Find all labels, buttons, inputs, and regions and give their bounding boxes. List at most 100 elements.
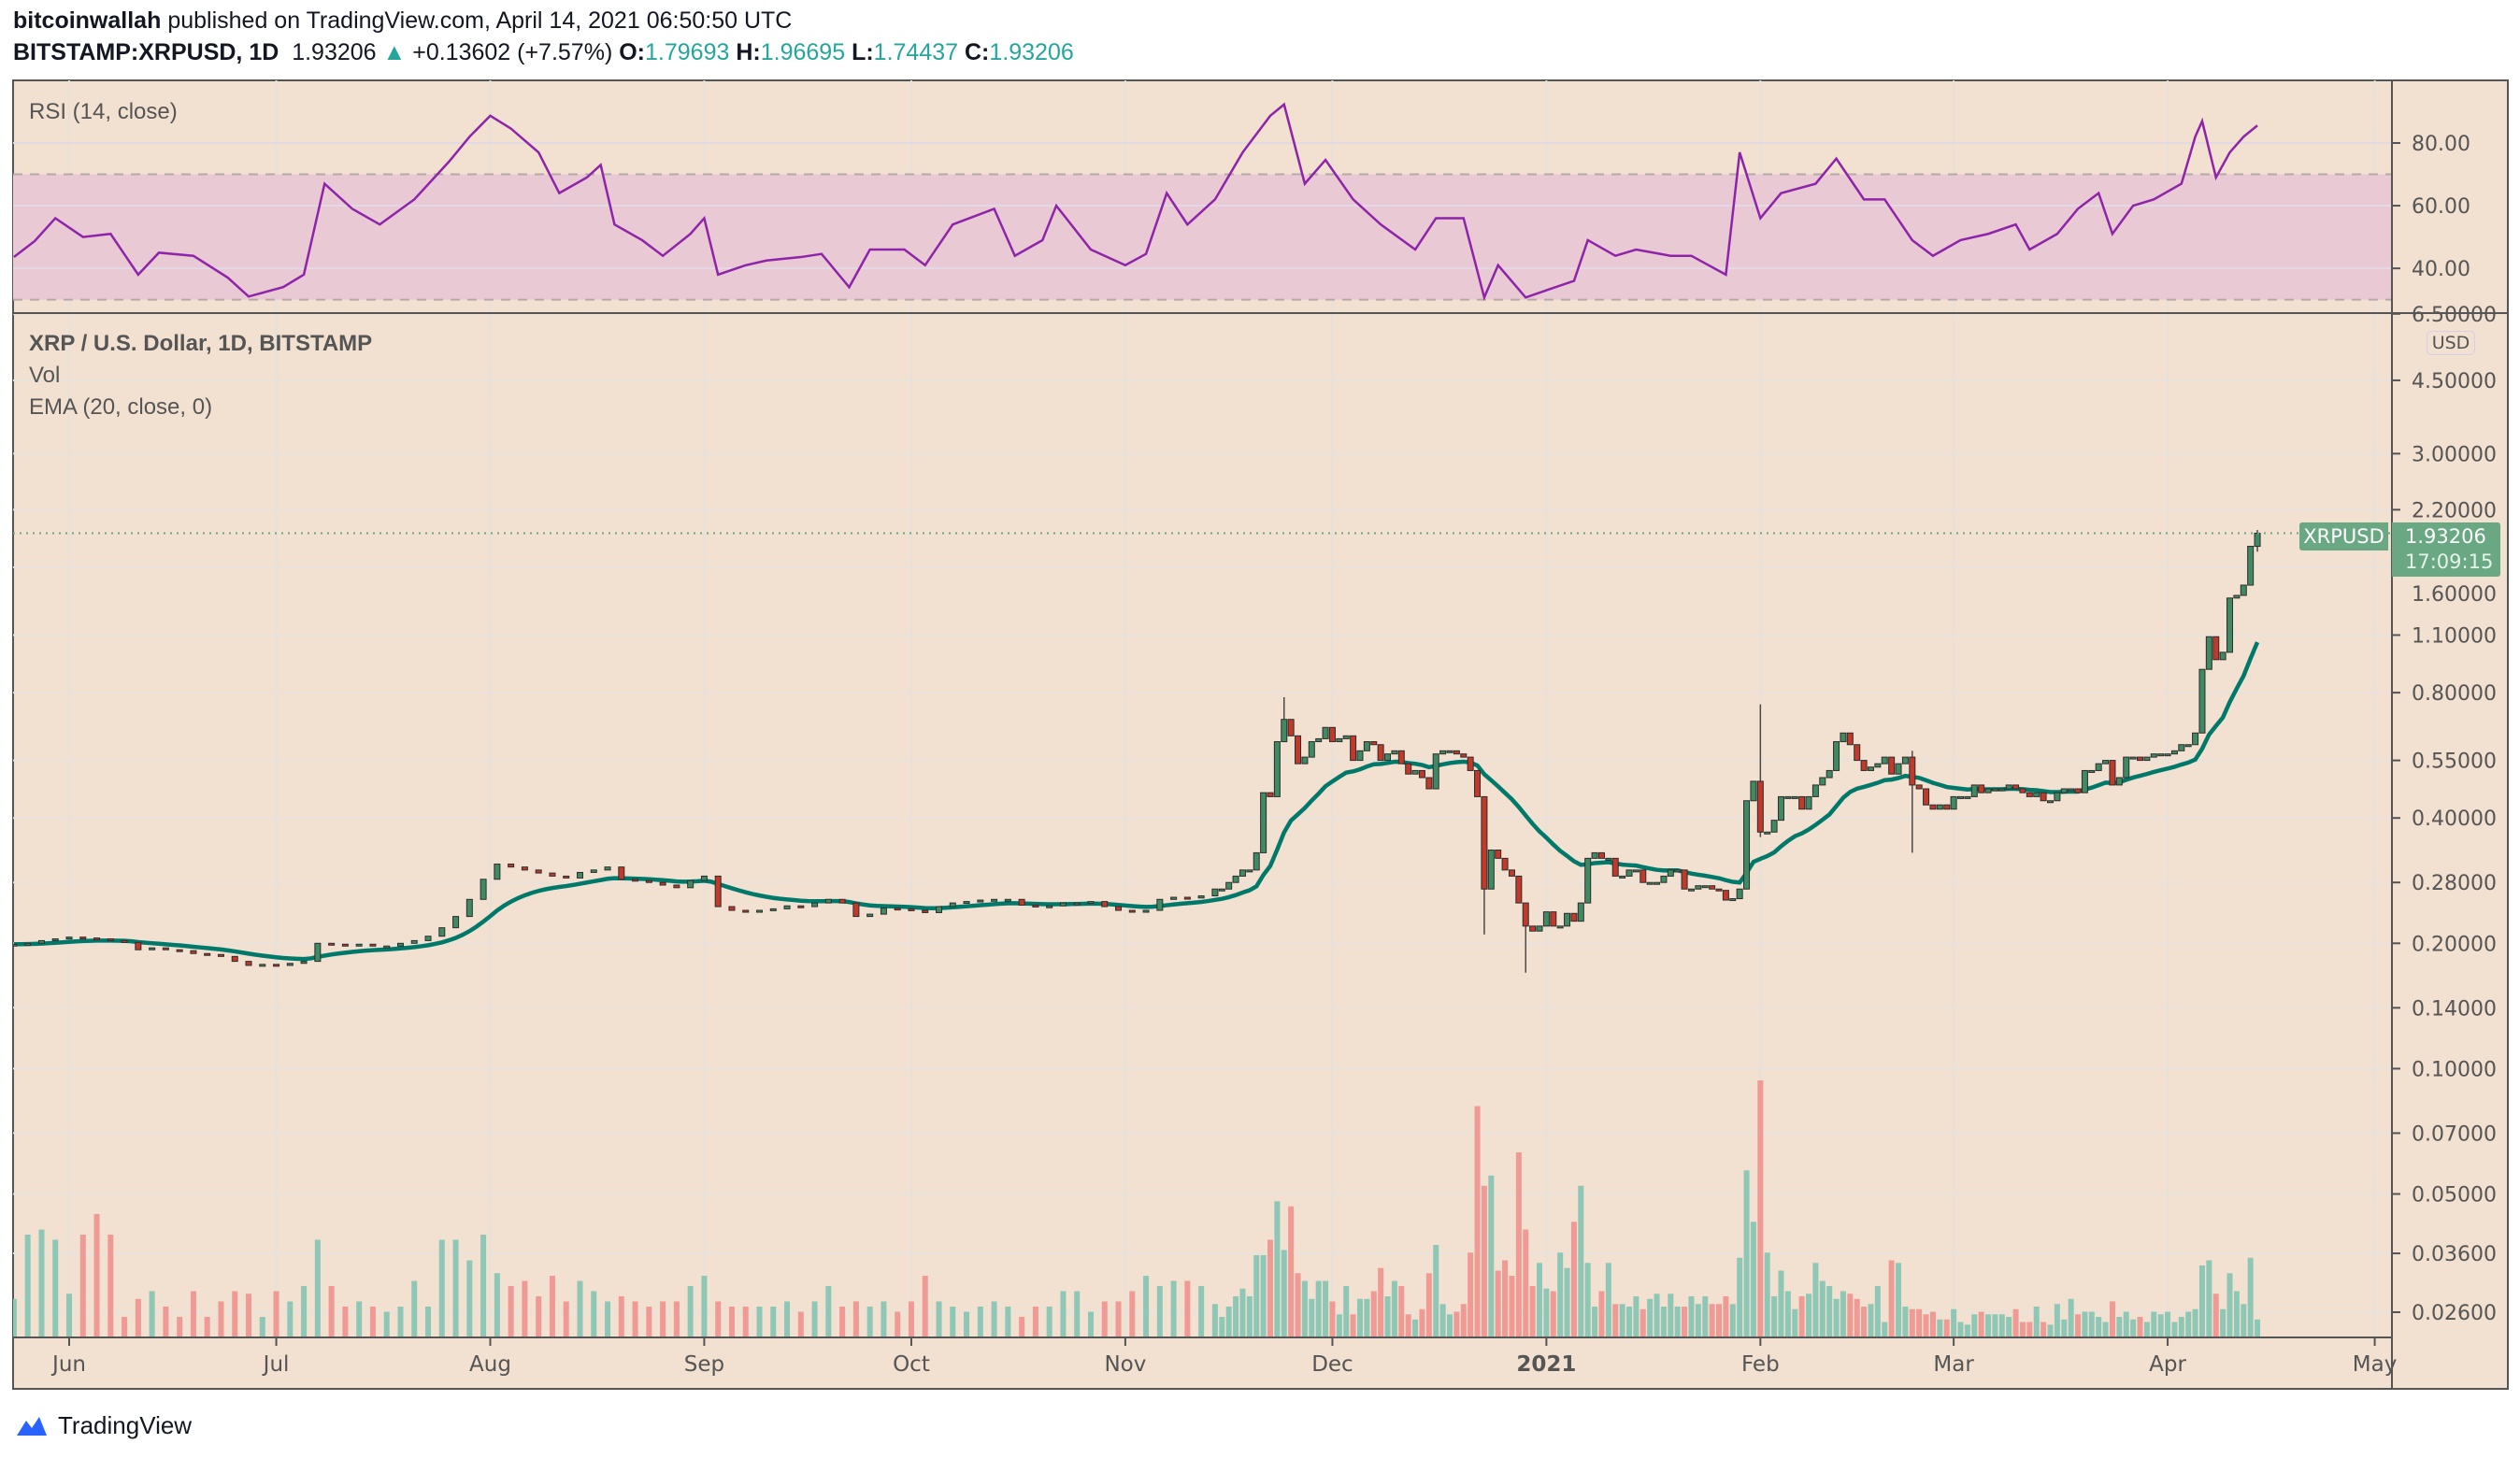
volume-bar — [852, 1301, 859, 1337]
candle-body — [2157, 753, 2165, 757]
volume-bar — [1612, 1304, 1619, 1337]
volume-bar — [1439, 1304, 1446, 1337]
volume-bar — [991, 1301, 997, 1337]
up-triangle-icon: ▲ — [382, 39, 407, 65]
volume-bar — [24, 1235, 31, 1337]
candle-body — [1556, 925, 1564, 929]
volume-bar — [646, 1307, 652, 1337]
volume-bar — [1992, 1314, 1998, 1337]
volume-bar — [273, 1291, 279, 1337]
candle-body — [465, 898, 473, 918]
candle-body — [1639, 869, 1647, 883]
volume-bar — [742, 1307, 749, 1337]
volume-bar — [1523, 1229, 1529, 1337]
volume-bar — [1260, 1255, 1267, 1337]
volume-bar — [1087, 1311, 1094, 1337]
candle-body — [1625, 869, 1633, 877]
volume-bar — [1074, 1291, 1081, 1337]
candle-body — [273, 964, 280, 967]
symbol-info: BITSTAMP:XRPUSD, 1D 1.93206 ▲ +0.13602 (… — [13, 39, 1074, 66]
volume-bar — [1370, 1291, 1377, 1337]
volume-bar — [1868, 1304, 1874, 1337]
candle-body — [1087, 901, 1095, 905]
candle-body — [79, 936, 87, 940]
volume-bar — [1578, 1185, 1584, 1337]
candle-body — [1529, 925, 1537, 932]
volume-bar — [1688, 1296, 1695, 1337]
cloud-logo-icon — [17, 1417, 47, 1436]
candle-body — [1570, 912, 1578, 922]
candle-body — [1495, 850, 1502, 859]
volume-bar — [2157, 1314, 2164, 1337]
volume-bar — [2075, 1314, 2082, 1337]
candle-body — [1370, 741, 1378, 746]
low-value: 1.74437 — [873, 39, 959, 65]
price-tick-label: 1.60000 — [2412, 583, 2497, 607]
candle-body — [1397, 750, 1405, 765]
candle-body — [1046, 905, 1053, 908]
volume-bar — [2247, 1257, 2254, 1337]
volume-bar — [508, 1286, 514, 1337]
candle-body — [2143, 756, 2151, 762]
volume-bar — [1288, 1206, 1295, 1337]
volume-bar — [411, 1280, 418, 1337]
candle-body — [2164, 753, 2171, 757]
candle-body — [1901, 756, 1909, 765]
candle-body — [728, 906, 736, 911]
price-tick-label: 0.10000 — [2412, 1058, 2497, 1081]
volume-bar — [1481, 1185, 1487, 1337]
volume-legend[interactable]: Vol — [29, 363, 61, 388]
symbol-title: BITSTAMP:XRPUSD, 1D — [13, 39, 279, 65]
candle-body — [576, 871, 583, 879]
currency-badge[interactable]: USD — [2427, 331, 2475, 355]
volume-bar — [1295, 1273, 1301, 1337]
tradingview-logo[interactable]: TradingView — [13, 1409, 192, 1441]
volume-bar — [784, 1301, 791, 1337]
symbol-price-tag: XRPUSD — [2299, 522, 2388, 550]
volume-bar — [1046, 1307, 1052, 1337]
candle-body — [1826, 769, 1833, 779]
candle-body — [2095, 763, 2102, 771]
candle-body — [1418, 769, 1425, 779]
candle-body — [2005, 784, 2012, 790]
volume-bar — [1682, 1307, 1688, 1337]
time-tick-label: Aug — [469, 1352, 511, 1377]
volume-bar — [301, 1286, 308, 1337]
volume-bar — [1806, 1294, 1812, 1337]
candle-body — [2040, 792, 2047, 802]
candle-body — [1197, 895, 1205, 899]
volume-bar — [1246, 1296, 1253, 1337]
volume-bar — [1709, 1304, 1715, 1337]
candle-body — [1805, 795, 1812, 810]
candle-body — [1453, 750, 1460, 755]
volume-bar — [79, 1235, 86, 1337]
volume-bar — [2088, 1311, 2095, 1337]
volume-bar — [2019, 1322, 2026, 1337]
volume-bar — [536, 1296, 542, 1337]
author-name[interactable]: bitcoinwallah — [13, 7, 162, 34]
candle-body — [2060, 788, 2068, 793]
candle-body — [1225, 881, 1233, 890]
price-tick-label: 0.55000 — [2412, 750, 2497, 774]
candle-body — [13, 943, 18, 947]
ema-legend[interactable]: EMA (20, close, 0) — [29, 394, 213, 420]
volume-bar — [1101, 1301, 1108, 1337]
volume-bar — [1543, 1288, 1550, 1337]
candle-body — [1267, 792, 1274, 797]
candle-body — [1943, 804, 1951, 810]
candle-body — [2074, 788, 2082, 793]
candle-body — [1729, 898, 1737, 902]
volume-bar — [163, 1307, 169, 1337]
candle-body — [1687, 888, 1695, 892]
candle-body — [936, 906, 943, 913]
candle-body — [1777, 795, 1784, 822]
rsi-legend[interactable]: RSI (14, close) — [29, 99, 178, 124]
volume-bar — [895, 1311, 901, 1337]
volume-bar — [2033, 1307, 2040, 1337]
volume-bar — [1916, 1308, 1923, 1337]
candle-body — [2129, 756, 2137, 760]
volume-bar — [1143, 1276, 1150, 1337]
main-series-legend[interactable]: XRP / U.S. Dollar, 1D, BITSTAMP — [29, 331, 373, 356]
volume-bar — [1315, 1280, 1322, 1337]
